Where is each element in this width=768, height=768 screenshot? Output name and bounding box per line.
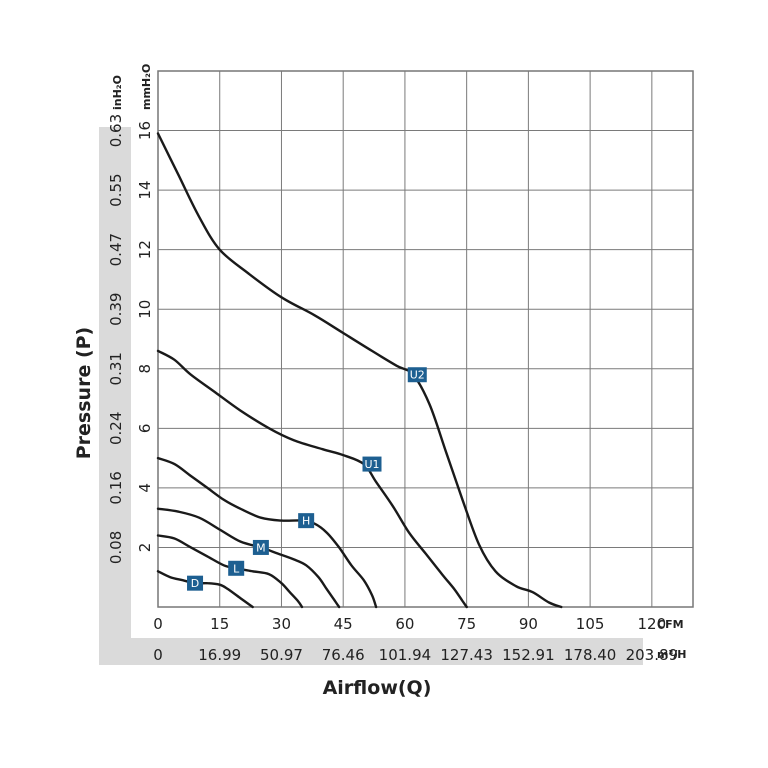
x-secondary-band xyxy=(99,638,643,665)
x-unit-secondary: m³/H xyxy=(657,648,687,661)
x-tick-label-cfm: 120 xyxy=(638,615,667,633)
series-label-m: M xyxy=(252,539,269,555)
y-secondary-band xyxy=(99,127,131,665)
x-tick-label-m3h: 203.89 xyxy=(626,646,679,664)
x-tick-label-m3h: 127.43 xyxy=(440,646,493,664)
series-curves xyxy=(156,132,563,609)
x-tick-label-m3h: 50.97 xyxy=(260,646,303,664)
series-labels: U2 U1 H M L D xyxy=(187,367,427,591)
series-label-text: D xyxy=(191,577,199,590)
y-tick-label-mm: 12 xyxy=(136,240,154,259)
series-line-m xyxy=(156,507,341,609)
y-tick-labels-mmh2o: 2 4 6 8 10 12 14 16 xyxy=(136,121,154,552)
y-tick-label-in: 0.55 xyxy=(107,173,125,206)
y-tick-label-in: 0.39 xyxy=(107,293,125,326)
x-axis-title: Airflow(Q) xyxy=(323,677,432,699)
series-label-h: H xyxy=(298,513,315,529)
series-label-box xyxy=(407,367,427,383)
series-label-text: H xyxy=(302,515,310,528)
series-label-text: L xyxy=(233,562,240,575)
y-tick-label-in: 0.47 xyxy=(107,233,125,266)
y-tick-label-in: 0.08 xyxy=(107,531,125,564)
series-label-box xyxy=(252,539,269,555)
x-tick-label-cfm: 0 xyxy=(153,615,163,633)
series-label-u2: U2 xyxy=(407,367,427,383)
x-tick-label-cfm: 105 xyxy=(576,615,605,633)
x-tick-label-m3h: 152.91 xyxy=(502,646,555,664)
series-label-box xyxy=(298,513,315,529)
x-unit-primary: CFM xyxy=(657,618,684,631)
x-tick-label-m3h: 101.94 xyxy=(379,646,432,664)
y-tick-label-in: 0.24 xyxy=(107,412,125,445)
grid xyxy=(158,71,693,607)
series-label-box xyxy=(362,456,382,472)
series-label-box xyxy=(228,560,245,576)
series-line-u1 xyxy=(156,349,468,609)
y-tick-label-mm: 6 xyxy=(136,424,154,434)
x-tick-label-cfm: 15 xyxy=(210,615,229,633)
series-label-u1: U1 xyxy=(362,456,382,472)
y-unit-secondary: inH₂O xyxy=(111,75,124,110)
series-label-l: L xyxy=(228,560,245,576)
y-unit-primary: mmH₂O xyxy=(140,64,153,110)
x-tick-labels-cfm: 0 15 30 45 60 75 90 105 120 xyxy=(153,615,666,633)
x-tick-label-m3h: 178.40 xyxy=(564,646,617,664)
series-label-d: D xyxy=(187,575,204,591)
x-tick-label-cfm: 45 xyxy=(334,615,353,633)
y-tick-label-in: 0.31 xyxy=(107,352,125,385)
x-tick-label-m3h: 16.99 xyxy=(198,646,241,664)
x-tick-label-m3h: 76.46 xyxy=(322,646,365,664)
x-tick-label-cfm: 60 xyxy=(395,615,414,633)
x-tick-label-cfm: 75 xyxy=(457,615,476,633)
y-tick-label-mm: 10 xyxy=(136,300,154,319)
series-line-h xyxy=(156,456,378,609)
y-tick-label-in: 0.63 xyxy=(107,114,125,147)
series-line-d xyxy=(156,570,254,609)
y-tick-label-mm: 14 xyxy=(136,181,154,200)
series-line-u2 xyxy=(156,132,563,609)
y-tick-label-mm: 2 xyxy=(136,543,154,553)
y-axis-title: Pressure (P) xyxy=(73,327,95,460)
x-tick-label-cfm: 30 xyxy=(272,615,291,633)
plot-frame xyxy=(157,70,694,608)
x-tick-label-m3h: 0 xyxy=(153,646,163,664)
series-label-text: U2 xyxy=(410,369,425,382)
series-label-box xyxy=(187,575,204,591)
y-tick-label-mm: 4 xyxy=(136,483,154,493)
y-tick-label-in: 0.16 xyxy=(107,471,125,504)
y-tick-labels-inh2o: 0.08 0.16 0.24 0.31 0.39 0.47 0.55 0.63 xyxy=(107,114,125,564)
series-label-text: M xyxy=(256,541,266,554)
y-tick-label-mm: 16 xyxy=(136,121,154,140)
series-label-text: U1 xyxy=(364,458,379,471)
y-tick-label-mm: 8 xyxy=(136,364,154,374)
x-tick-labels-m3h: 0 16.99 50.97 76.46 101.94 127.43 152.91 178.40… xyxy=(153,646,678,664)
x-tick-label-cfm: 90 xyxy=(519,615,538,633)
